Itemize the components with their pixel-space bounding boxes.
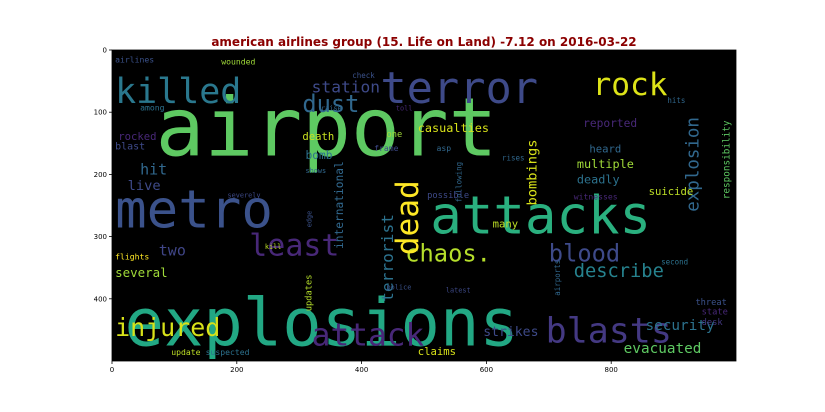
word-edge: edge bbox=[306, 211, 314, 228]
word-check: check bbox=[352, 71, 375, 80]
word-suspected: suspected bbox=[206, 347, 250, 357]
word-evacuated: evacuated bbox=[624, 341, 702, 357]
word-severely: severely bbox=[227, 191, 260, 199]
word-hits: hits bbox=[667, 96, 685, 105]
word-death: death bbox=[302, 131, 334, 143]
word-two: two bbox=[159, 241, 186, 259]
x-tick-label: 800 bbox=[605, 366, 618, 374]
y-tick-label: 0 bbox=[103, 47, 107, 55]
word-among: among bbox=[140, 102, 165, 112]
y-axis: 0 100 200 300 400 bbox=[94, 47, 112, 303]
plot-frame bbox=[111, 49, 737, 362]
word-frame: frame bbox=[374, 143, 399, 153]
word-terror: terror bbox=[380, 63, 538, 114]
word-bombings: bombings bbox=[524, 139, 540, 205]
word-airlines: airlines bbox=[115, 54, 154, 64]
word-attack: attack bbox=[312, 317, 425, 353]
word-witnesses: witnesses bbox=[574, 191, 618, 201]
word-update: update bbox=[171, 347, 200, 357]
word-suicide: suicide bbox=[649, 186, 694, 198]
word-metro: metro bbox=[115, 179, 273, 240]
word-shows: shows bbox=[305, 167, 326, 175]
x-tick-label: 600 bbox=[480, 366, 493, 374]
word-injured: injured bbox=[115, 313, 220, 342]
x-tick-label: 400 bbox=[355, 366, 368, 374]
word-killed: killed bbox=[115, 72, 241, 112]
word-reported: reported bbox=[583, 117, 637, 130]
word-responsibility: responsibility bbox=[722, 120, 733, 199]
chart-title: american airlines group (15. Life on Lan… bbox=[211, 35, 637, 49]
word-explosions: explosions bbox=[124, 285, 518, 361]
word-station: station bbox=[312, 77, 380, 96]
word-blood: blood bbox=[549, 239, 620, 267]
word-several: several bbox=[115, 265, 168, 280]
word-describe: describe bbox=[574, 261, 664, 282]
word-dead: dead bbox=[390, 180, 426, 255]
word-bomb: bomb bbox=[305, 149, 332, 162]
word-heard: heard bbox=[589, 144, 621, 156]
word-state: state bbox=[702, 307, 728, 317]
word-rises: rises bbox=[502, 154, 524, 163]
word-threat: threat bbox=[695, 298, 727, 308]
word-updates: updates bbox=[305, 274, 315, 311]
word-kill: kill bbox=[265, 243, 282, 251]
y-tick-label: 200 bbox=[94, 171, 107, 179]
word-terrorist: terrorist bbox=[378, 214, 397, 302]
word-attacks: attacks bbox=[430, 185, 651, 246]
word-one: one bbox=[387, 130, 403, 140]
word-desk: desk bbox=[702, 318, 724, 328]
word-flights: flights bbox=[115, 252, 149, 262]
x-tick-label: 0 bbox=[110, 366, 114, 374]
word-chaos: chaos. bbox=[405, 239, 491, 267]
word-airports: airports bbox=[553, 260, 562, 296]
word-international: international bbox=[333, 161, 346, 249]
word-many: many bbox=[493, 218, 519, 230]
word-dust: dust bbox=[302, 90, 359, 118]
word-blast: blast bbox=[115, 142, 145, 153]
word-strikes: strikes bbox=[483, 325, 538, 340]
word-asp: asp bbox=[436, 143, 451, 153]
word-claims: claims bbox=[418, 346, 456, 358]
word-hit: hit bbox=[140, 160, 167, 178]
x-axis: 0 200 400 600 800 bbox=[110, 361, 618, 374]
word-multiple: multiple bbox=[577, 157, 634, 171]
word-airport: airport bbox=[156, 82, 498, 176]
word-least: least bbox=[249, 228, 339, 263]
word-following: following bbox=[454, 162, 463, 202]
word-raise: raise bbox=[321, 104, 342, 112]
word-second: second bbox=[661, 258, 688, 267]
word-wounded: wounded bbox=[221, 56, 255, 66]
word-explosion: explosion bbox=[684, 117, 704, 212]
word-police: police bbox=[387, 283, 412, 291]
plot-background bbox=[112, 50, 736, 361]
word-security: security bbox=[646, 318, 715, 334]
word-blasts: blasts bbox=[546, 311, 672, 351]
word-rock: rock bbox=[592, 67, 667, 103]
x-tick-label: 200 bbox=[230, 366, 243, 374]
word-rocked: rocked bbox=[118, 131, 156, 143]
y-tick-label: 400 bbox=[94, 295, 107, 303]
word-toll: toll bbox=[396, 104, 413, 112]
word-layer: airportexplosionsattacksmetroterrorkille… bbox=[115, 54, 733, 361]
word-casualties: casualties bbox=[418, 121, 489, 135]
word-live: live bbox=[128, 178, 161, 194]
word-deadly: deadly bbox=[577, 173, 620, 187]
y-tick-label: 100 bbox=[94, 109, 107, 117]
word-latest: latest bbox=[446, 287, 471, 295]
word-possible: possible bbox=[427, 191, 469, 201]
y-tick-label: 300 bbox=[94, 233, 107, 241]
